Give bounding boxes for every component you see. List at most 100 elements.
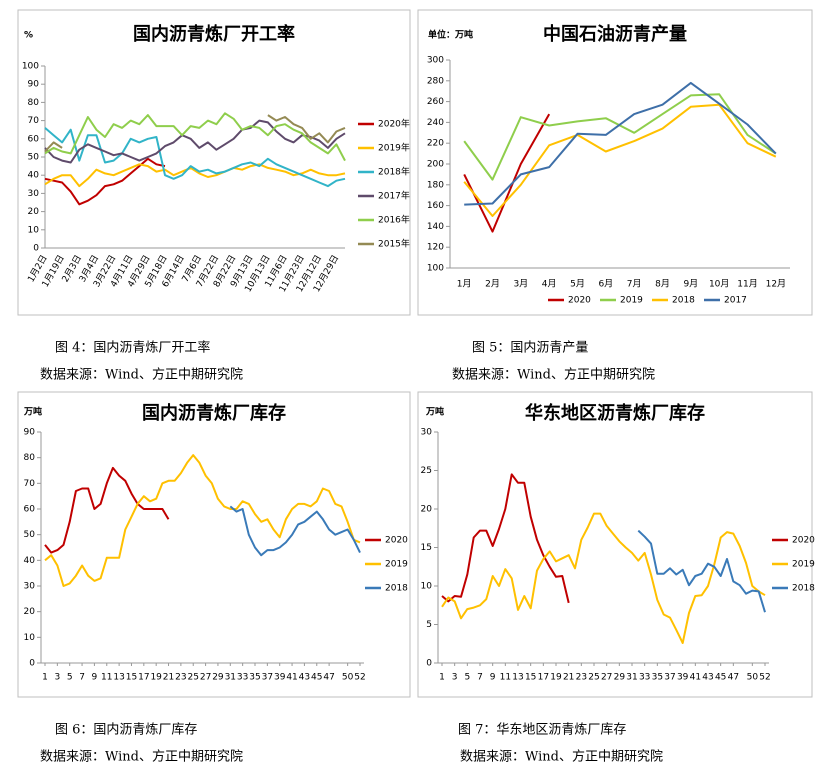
y-tick-label: 50 [24,530,36,540]
x-tick-label: 50 [342,673,354,683]
x-tick-label: 31 [626,673,637,683]
y-tick-label: 30 [421,428,433,438]
series-line [44,466,170,554]
x-tick-label: 5月 [570,279,585,290]
x-tick-label: 4月 [542,279,557,290]
y-tick-label: 140 [427,222,444,232]
x-tick-label: 47 [323,673,334,683]
y-tick-label: 180 [427,180,444,190]
y-tick-label: 5 [426,620,432,630]
series-line [463,103,777,217]
x-tick-label: 50 [747,673,759,683]
x-tick-label: 3 [452,673,458,683]
unit-label: % [24,31,33,41]
x-tick-label: 21 [563,673,574,683]
x-tick-label: 23 [576,673,587,683]
y-tick-label: 20 [24,607,36,617]
figure-caption: 图 6：国内沥青炼厂库存 [55,722,197,738]
x-tick-label: 43 [299,673,310,683]
x-tick-label: 3月 [513,279,528,290]
x-tick-label: 9 [92,673,98,683]
x-tick-label: 45 [715,673,726,683]
x-tick-label: 37 [262,673,273,683]
series-line [463,113,551,233]
x-tick-label: 5 [464,673,470,683]
x-tick-label: 7 [79,673,85,683]
x-tick-label: 3 [54,673,60,683]
x-tick-label: 45 [311,673,322,683]
x-tick-label: 29 [614,673,626,683]
x-tick-label: 52 [759,673,770,683]
y-tick-label: 100 [427,264,444,274]
x-tick-label: 33 [639,673,650,683]
legend-label: 2019 [792,560,815,570]
x-tick-label: 29 [212,673,224,683]
x-tick-label: 27 [601,673,612,683]
x-tick-label: 5 [67,673,73,683]
x-tick-label: 11 [500,673,511,683]
legend-label: 2015年 [378,238,410,250]
x-tick-label: 8月 [655,279,670,290]
x-tick-label: 15 [525,673,536,683]
chart-frame [17,9,411,316]
x-tick-label: 13 [512,673,523,683]
y-tick-label: 60 [24,505,36,515]
x-tick-label: 7月 [627,279,642,290]
x-tick-label: 41 [286,673,297,683]
series-line [464,81,777,206]
legend-label: 2019 [385,560,408,570]
y-tick-label: 15 [421,543,432,553]
y-tick-label: 220 [427,139,444,149]
legend-label: 2020 [385,536,408,546]
y-tick-label: 20 [28,207,40,217]
y-tick-label: 40 [28,171,40,181]
y-tick-label: 280 [427,76,444,86]
x-tick-label: 1 [439,673,445,683]
x-tick-label: 17 [538,673,549,683]
x-tick-label: 13 [113,673,124,683]
figure-caption: 图 7：华东地区沥青炼厂库存 [458,722,626,738]
legend-label: 2018 [385,584,408,594]
legend-label: 2019年 [378,142,410,154]
series-line [44,114,346,153]
figure-source: 数据来源：Wind、方正中期研究院 [40,749,243,765]
x-tick-label: 39 [677,673,689,683]
y-tick-label: 80 [28,98,40,108]
legend-label: 2020年 [378,118,410,130]
x-tick-label: 41 [690,673,701,683]
x-tick-label: 15 [126,673,137,683]
y-tick-label: 90 [24,428,36,438]
y-tick-label: 90 [28,80,40,90]
figure-source: 数据来源：Wind、方正中期研究院 [452,367,655,383]
y-tick-label: 160 [427,201,444,211]
chart-frame [17,391,411,698]
x-tick-label: 2月 [485,279,500,290]
series-line [44,127,346,188]
y-tick-label: 40 [24,556,36,566]
chart-frame [417,391,813,698]
figure-source: 数据来源：Wind、方正中期研究院 [460,749,663,765]
x-tick-label: 25 [588,673,599,683]
unit-label: 万吨 [425,406,444,418]
y-tick-label: 50 [28,153,40,163]
y-tick-label: 260 [427,97,444,107]
series-line [44,454,361,587]
x-tick-label: 35 [249,673,260,683]
x-tick-label: 1 [42,673,48,683]
x-tick-label: 52 [354,673,365,683]
legend-label: 2019 [620,296,643,306]
x-tick-label: 43 [702,673,713,683]
y-tick-label: 0 [33,244,39,254]
series-line [637,529,766,613]
y-tick-label: 60 [28,134,40,144]
y-tick-label: 300 [427,56,444,66]
x-tick-label: 12月 [766,279,786,290]
y-tick-label: 0 [426,659,432,669]
y-tick-label: 10 [421,582,433,592]
y-tick-label: 70 [24,479,36,489]
x-tick-label: 23 [175,673,186,683]
y-tick-label: 0 [29,659,35,669]
legend-label: 2020 [568,296,591,306]
chart-title: 国内沥青炼厂开工率 [133,23,295,45]
